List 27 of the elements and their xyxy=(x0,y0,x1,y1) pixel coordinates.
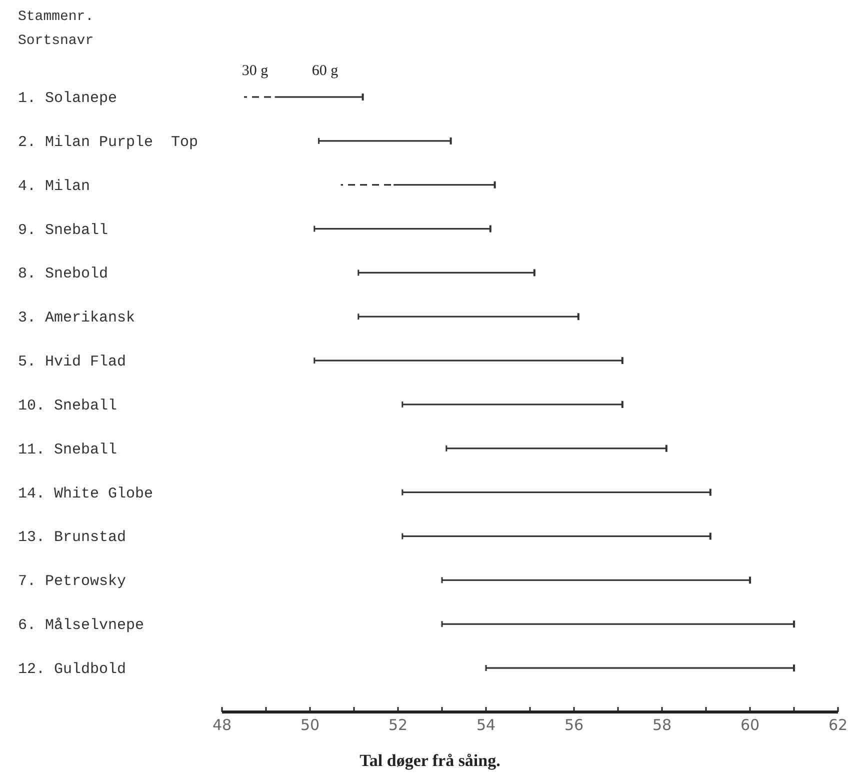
y-tick-label: 4. Milan xyxy=(18,178,90,195)
x-tick-label: 62 xyxy=(828,716,848,734)
y-tick-label: 1. Solanepe xyxy=(18,90,118,107)
text: 60 g xyxy=(312,63,339,79)
y-tick-label: 12. Guldbold xyxy=(18,661,126,678)
y-tick-label: 9. Sneball xyxy=(18,222,108,239)
text: 30 g xyxy=(242,63,269,79)
x-tick-label: 52 xyxy=(388,716,408,734)
text: Stammenr. xyxy=(18,9,94,25)
y-tick-label: 7. Petrowsky xyxy=(18,573,126,590)
y-tick-label: 2. Milan Purple Top xyxy=(18,134,198,151)
y-tick-label: 5. Hvid Flad xyxy=(18,354,126,371)
y-tick-label: 8. Snebold xyxy=(18,266,108,283)
x-tick-label: 60 xyxy=(740,716,760,734)
y-tick-label: 11. Sneball xyxy=(18,441,118,458)
y-tick-label: 3. Amerikansk xyxy=(18,310,136,327)
x-tick-label: 54 xyxy=(476,716,496,734)
x-tick-label: 48 xyxy=(212,716,232,734)
x-tick-label: 56 xyxy=(564,716,584,734)
text: Sortsnavr xyxy=(18,33,94,49)
y-tick-label: 13. Brunstad xyxy=(18,529,126,546)
y-tick-label: 10. Sneball xyxy=(18,397,118,414)
y-tick-label: 6. Målselvnepe xyxy=(18,617,144,634)
x-tick-label: 58 xyxy=(652,716,672,734)
x-tick-label: 50 xyxy=(300,716,320,734)
x-axis-title: Tal døger frå såing. xyxy=(360,751,500,770)
y-tick-label: 14. White Globe xyxy=(18,485,154,502)
